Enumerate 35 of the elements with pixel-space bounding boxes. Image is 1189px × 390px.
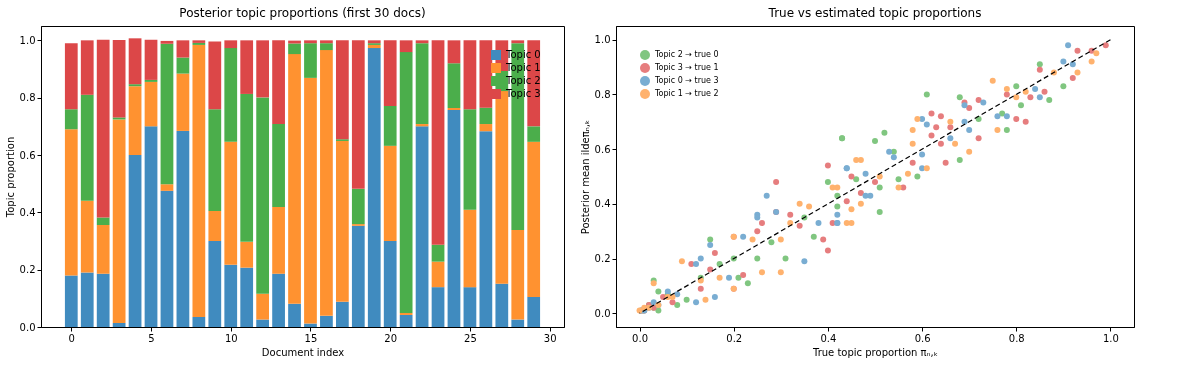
x-tick-label: 5 [148, 332, 155, 344]
y-tick-label: 0.8 [594, 88, 611, 100]
y-tick-label: 0.2 [19, 264, 36, 276]
x-tick-label: 0.4 [820, 332, 837, 344]
x-tick-label: 15 [304, 332, 318, 344]
x-tick-label: 1.0 [1103, 332, 1119, 344]
legend-label: Topic 3 → true 1 [654, 63, 719, 72]
x-tick-label: 0 [68, 332, 75, 344]
x-axis-title: Document index [261, 346, 345, 358]
y-axis-title: Posterior mean ildeπₙ,ₖ [579, 119, 591, 235]
x-tick-label: 10 [224, 332, 238, 344]
y-tick-label: 0.8 [19, 92, 36, 104]
y-tick-label: 0.6 [19, 149, 36, 161]
x-tick-label: 30 [543, 332, 557, 344]
y-tick-label: 0.4 [594, 198, 611, 210]
x-tick-label: 25 [464, 332, 477, 344]
x-tick-label: 20 [384, 332, 398, 344]
x-tick-label: 0.2 [726, 332, 743, 344]
y-axis-title: Topic proportion [4, 136, 16, 219]
y-tick-label: 0.2 [594, 253, 611, 265]
y-tick-label: 0.0 [594, 307, 611, 319]
legend-label: Topic 2 → true 0 [654, 50, 719, 59]
y-tick-label: 0.4 [19, 206, 36, 218]
chart-title: Posterior topic proportions (first 30 docs) [179, 6, 426, 20]
chart-title: True vs estimated topic proportions [767, 6, 982, 20]
y-tick-label: 0.6 [594, 143, 611, 155]
x-tick-label: 0.8 [1008, 332, 1025, 344]
y-tick-label: 1.0 [19, 34, 36, 46]
y-tick-label: 1.0 [594, 34, 611, 46]
legend-label: Topic 0 → true 3 [654, 76, 719, 85]
legend-label: Topic 1 → true 2 [654, 89, 719, 98]
x-tick-label: 0.0 [632, 332, 648, 344]
x-tick-label: 0.6 [914, 332, 931, 344]
y-tick-label: 0.0 [19, 321, 36, 333]
x-axis-title: True topic proportion πₙ,ₖ [812, 346, 938, 358]
